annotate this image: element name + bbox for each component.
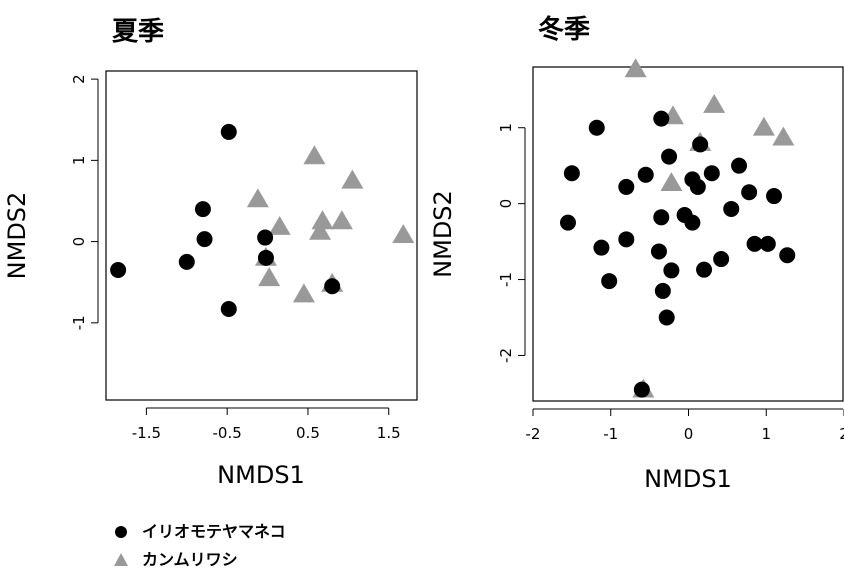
data-point-triangle — [292, 283, 315, 303]
data-point-triangle — [703, 93, 726, 113]
data-point-triangle — [246, 188, 269, 208]
data-point-circle — [196, 231, 213, 248]
data-point-triangle — [303, 145, 326, 165]
x-tick-label: -2 — [526, 425, 541, 443]
y-tick-label: -2 — [497, 348, 515, 363]
x-tick-label: 0 — [684, 425, 694, 443]
x-tick-label: 1.5 — [377, 424, 401, 442]
data-point-circle — [194, 201, 211, 218]
chart-title: 夏季 — [112, 17, 164, 47]
data-point-triangle — [258, 267, 281, 287]
y-tick-label: 0 — [70, 237, 88, 247]
data-point-circle — [653, 110, 670, 127]
data-point-triangle — [311, 210, 334, 230]
legend-label: イリオモテヤマネコ — [142, 522, 286, 541]
y-tick-label: -1 — [497, 272, 515, 287]
data-point-circle — [759, 235, 776, 252]
x-tick-label: 0.5 — [296, 424, 320, 442]
data-point-triangle — [772, 126, 795, 146]
x-tick-label: 1 — [761, 425, 771, 443]
data-point-circle — [779, 247, 796, 264]
data-point-circle — [220, 123, 237, 140]
data-point-circle — [257, 249, 274, 266]
y-tick-label: 1 — [497, 123, 515, 133]
y-tick-label: 2 — [70, 74, 88, 84]
data-point-circle — [689, 178, 706, 195]
data-point-circle — [110, 262, 127, 279]
data-point-triangle — [268, 215, 291, 235]
data-point-circle — [178, 253, 195, 270]
data-point-circle — [653, 209, 670, 226]
data-point-circle — [563, 165, 580, 182]
y-tick-label: 1 — [70, 156, 88, 166]
data-point-circle — [618, 178, 635, 195]
data-point-circle — [654, 282, 671, 299]
chart-title: 冬季 — [538, 15, 590, 45]
data-point-circle — [746, 235, 763, 252]
data-point-circle — [723, 200, 740, 217]
data-point-circle — [650, 243, 667, 260]
x-tick-label: -0.5 — [213, 424, 242, 442]
data-point-circle — [257, 229, 274, 246]
data-point-circle — [692, 136, 709, 153]
data-point-circle — [703, 165, 720, 182]
data-point-circle — [766, 188, 783, 205]
y-tick-label: -1 — [70, 315, 88, 330]
legend-label: カンムリワシ — [142, 550, 238, 569]
x-tick-label: -1 — [603, 425, 618, 443]
data-point-circle — [324, 278, 341, 295]
data-point-circle — [593, 239, 610, 256]
data-point-circle — [588, 119, 605, 136]
data-point-circle — [658, 309, 675, 326]
data-point-circle — [684, 214, 701, 231]
x-tick-label: 2 — [839, 425, 844, 443]
data-point-circle — [663, 262, 680, 279]
y-tick-label: 0 — [497, 199, 515, 209]
data-point-circle — [559, 214, 576, 231]
data-point-circle — [220, 301, 237, 318]
x-axis-label: NMDS1 — [217, 461, 305, 489]
data-point-triangle — [392, 224, 415, 244]
data-point-triangle — [330, 210, 353, 230]
data-point-circle — [601, 273, 618, 290]
y-axis-label: NMDS2 — [429, 190, 457, 278]
data-point-triangle — [752, 116, 775, 136]
data-point-circle — [741, 184, 758, 201]
data-point-triangle — [309, 220, 332, 240]
data-point-circle — [731, 157, 748, 174]
data-point-triangle — [624, 58, 647, 78]
data-point-circle — [618, 231, 635, 248]
x-tick-label: -1.5 — [132, 424, 161, 442]
data-point-triangle — [341, 169, 364, 189]
plot-frame — [105, 70, 418, 401]
data-point-circle — [696, 261, 713, 278]
data-point-circle — [661, 148, 678, 165]
y-axis-label: NMDS2 — [3, 192, 31, 280]
legend-triangle-marker — [114, 553, 128, 566]
data-point-circle — [713, 251, 730, 268]
data-point-triangle — [660, 172, 683, 192]
x-axis-label: NMDS1 — [644, 465, 732, 493]
plot-frame — [532, 66, 844, 402]
data-point-circle — [637, 166, 654, 183]
data-point-circle — [633, 381, 650, 398]
legend-circle-marker — [115, 526, 127, 538]
